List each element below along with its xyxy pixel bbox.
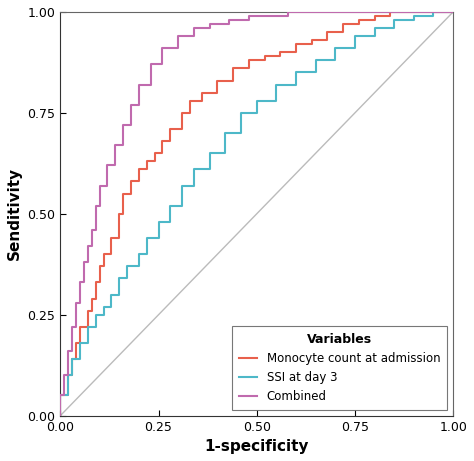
Y-axis label: Senditivity: Senditivity — [7, 167, 22, 260]
Legend: Monocyte count at admission, SSI at day 3, Combined: Monocyte count at admission, SSI at day … — [232, 326, 447, 410]
X-axis label: 1-specificity: 1-specificity — [204, 439, 309, 454]
